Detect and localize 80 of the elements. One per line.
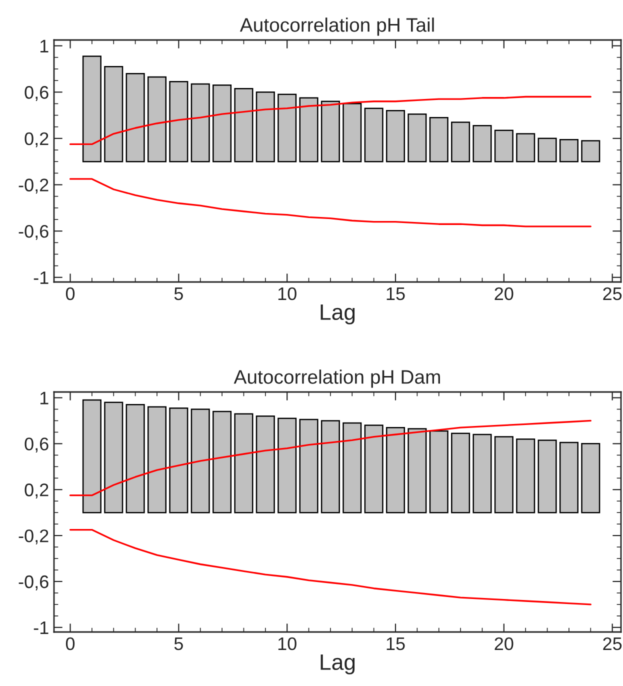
bar <box>516 133 536 162</box>
bar <box>581 140 600 162</box>
y-tick-label: -0,2 <box>18 529 48 544</box>
chart-title: Autocorrelation pH Tail <box>240 18 434 36</box>
y-tick-label: -0,2 <box>18 178 48 194</box>
y-tick-label: -0,6 <box>18 575 48 590</box>
x-tick-label: 10 <box>278 637 296 650</box>
x-tick-label: 20 <box>494 287 514 300</box>
line-series <box>69 528 592 606</box>
bar <box>386 110 406 162</box>
bar <box>494 436 514 514</box>
bar <box>364 424 384 514</box>
bar <box>386 426 406 514</box>
x-tick-label: 5 <box>174 288 183 300</box>
x-tick-label: 5 <box>174 638 183 650</box>
bar <box>256 91 275 162</box>
bar <box>342 103 362 162</box>
bar <box>212 410 232 514</box>
bar <box>299 97 318 162</box>
bar <box>299 418 318 514</box>
bar <box>364 108 384 162</box>
bar <box>234 413 254 514</box>
chart-title: Autocorrelation pH Dam <box>234 370 440 388</box>
bar <box>169 407 188 514</box>
y-tick-label: -1 <box>34 622 48 634</box>
x-tick-label: 25 <box>603 637 622 650</box>
bar <box>429 430 448 514</box>
bar <box>278 418 297 514</box>
bar <box>451 122 470 162</box>
x-tick-label: 0 <box>66 287 75 300</box>
bar <box>190 408 210 514</box>
x-axis-title: Lag <box>320 654 355 674</box>
y-tick-label: 0,6 <box>24 86 48 101</box>
bar <box>472 125 492 162</box>
bar <box>538 440 557 514</box>
bar <box>212 84 232 162</box>
y-tick-label: 0,2 <box>24 132 48 148</box>
x-tick-label: 15 <box>386 638 405 650</box>
bar <box>190 83 210 162</box>
bar <box>256 415 275 514</box>
bar <box>472 434 492 514</box>
bar <box>559 442 578 514</box>
bar <box>278 94 297 162</box>
y-tick-label: 1 <box>40 392 48 404</box>
bar <box>581 443 600 514</box>
bar <box>408 113 427 162</box>
bar <box>451 432 470 514</box>
bar <box>234 88 254 162</box>
bar <box>538 138 557 162</box>
x-tick-label: 0 <box>66 637 75 650</box>
y-tick-label: 1 <box>40 40 48 52</box>
bar <box>516 438 536 514</box>
bar <box>104 66 124 162</box>
x-tick-label: 20 <box>494 637 514 650</box>
y-tick-label: -0,6 <box>18 224 48 240</box>
bar <box>494 130 514 162</box>
line-series <box>69 178 592 228</box>
x-tick-label: 15 <box>386 288 405 300</box>
bar <box>126 404 145 514</box>
bar <box>82 399 102 514</box>
bar <box>82 56 102 162</box>
bar <box>147 76 167 162</box>
x-axis-title: Lag <box>320 304 355 324</box>
bar <box>104 402 124 514</box>
bar <box>320 100 340 162</box>
y-tick-label: -1 <box>34 271 48 284</box>
bar <box>126 72 145 162</box>
x-tick-label: 10 <box>278 287 296 300</box>
y-tick-label: 0,2 <box>24 484 48 498</box>
line-series <box>69 420 592 496</box>
bar <box>342 422 362 514</box>
bar <box>429 116 448 162</box>
bar <box>169 81 188 162</box>
bar <box>147 406 167 514</box>
x-tick-label: 25 <box>603 287 622 300</box>
line-series <box>69 96 592 146</box>
y-tick-label: 0,6 <box>24 438 48 453</box>
bar <box>559 138 578 162</box>
bar <box>408 428 427 514</box>
bar <box>320 420 340 514</box>
